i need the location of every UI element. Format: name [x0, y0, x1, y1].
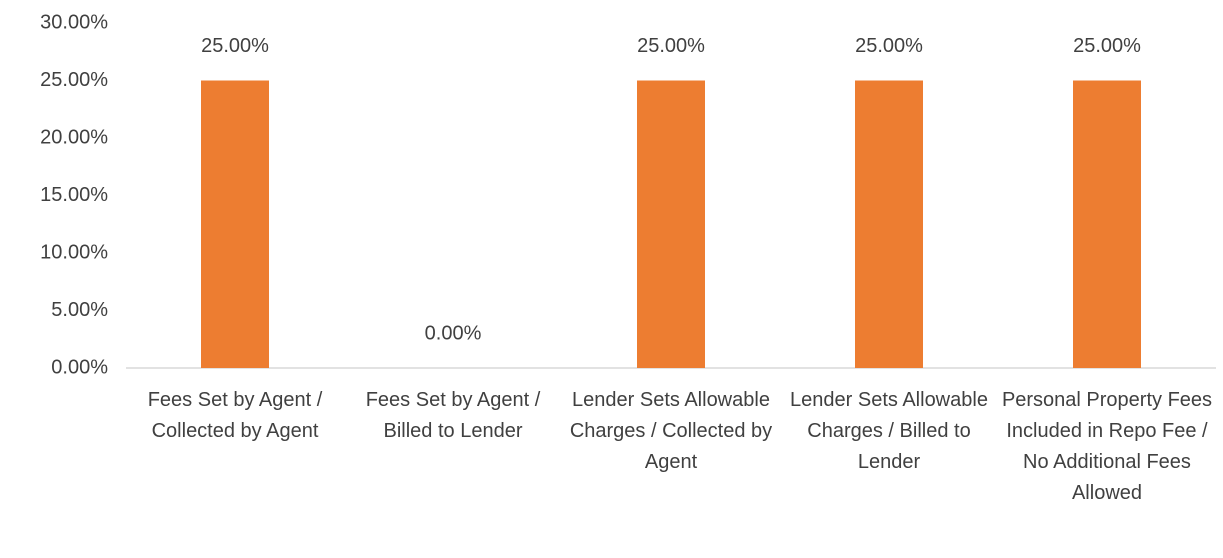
x-tick-label: Fees Set by Agent / Collected by Agent	[147, 389, 323, 442]
data-label: 0.00%	[425, 322, 482, 344]
y-tick-label: 30.00%	[40, 11, 108, 33]
data-label: 25.00%	[1073, 35, 1141, 57]
y-tick-label: 0.00%	[51, 356, 108, 378]
data-label: 25.00%	[855, 35, 923, 57]
bar	[201, 80, 269, 368]
y-tick-label: 25.00%	[40, 69, 108, 91]
bar	[855, 80, 923, 368]
y-tick-label: 15.00%	[40, 184, 108, 206]
x-tick-label: Lender Sets Allowable Charges / Billed t…	[790, 389, 988, 473]
data-label: 25.00%	[201, 35, 269, 57]
bar	[637, 80, 705, 368]
x-tick-label: Lender Sets Allowable Charges / Collecte…	[569, 389, 773, 473]
x-tick-label: Fees Set by Agent / Billed to Lender	[365, 389, 541, 442]
y-tick-label: 10.00%	[40, 241, 108, 263]
x-tick-label: Personal Property Fees Included in Repo …	[1001, 389, 1213, 504]
y-tick-label: 5.00%	[51, 299, 108, 321]
y-tick-label: 20.00%	[40, 126, 108, 148]
data-label: 25.00%	[637, 35, 705, 57]
bar	[1073, 80, 1141, 368]
